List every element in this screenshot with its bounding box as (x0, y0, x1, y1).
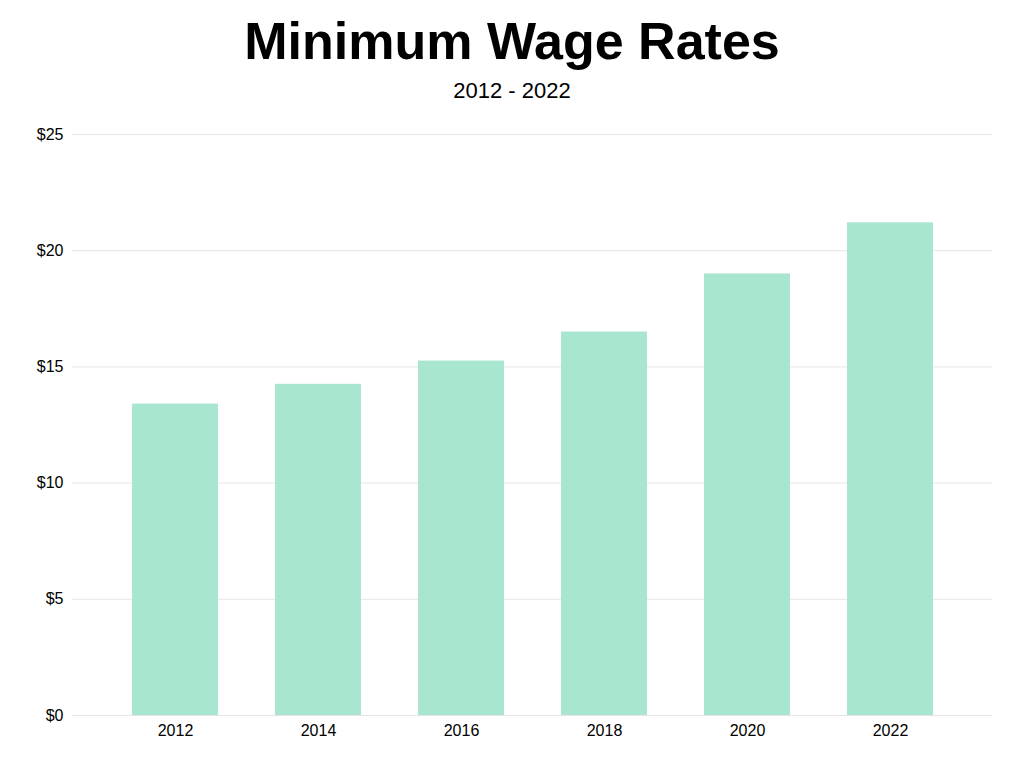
svg-text:$5: $5 (46, 591, 64, 608)
svg-text:$25: $25 (37, 126, 64, 143)
svg-text:$0: $0 (46, 707, 64, 724)
svg-text:2022: 2022 (873, 722, 909, 739)
svg-text:$15: $15 (37, 358, 64, 375)
svg-text:$20: $20 (37, 242, 64, 259)
svg-text:2016: 2016 (444, 722, 480, 739)
html-text:Minimum Wage Rates: Minimum Wage Rates (244, 12, 780, 70)
svg-text:2020: 2020 (730, 722, 766, 739)
svg-text:2014: 2014 (301, 722, 337, 739)
svg-text:2012: 2012 (158, 722, 194, 739)
svg-text:$10: $10 (37, 474, 64, 491)
html-text:2012 - 2022: 2012 - 2022 (453, 77, 571, 103)
svg-text:2018: 2018 (587, 722, 623, 739)
